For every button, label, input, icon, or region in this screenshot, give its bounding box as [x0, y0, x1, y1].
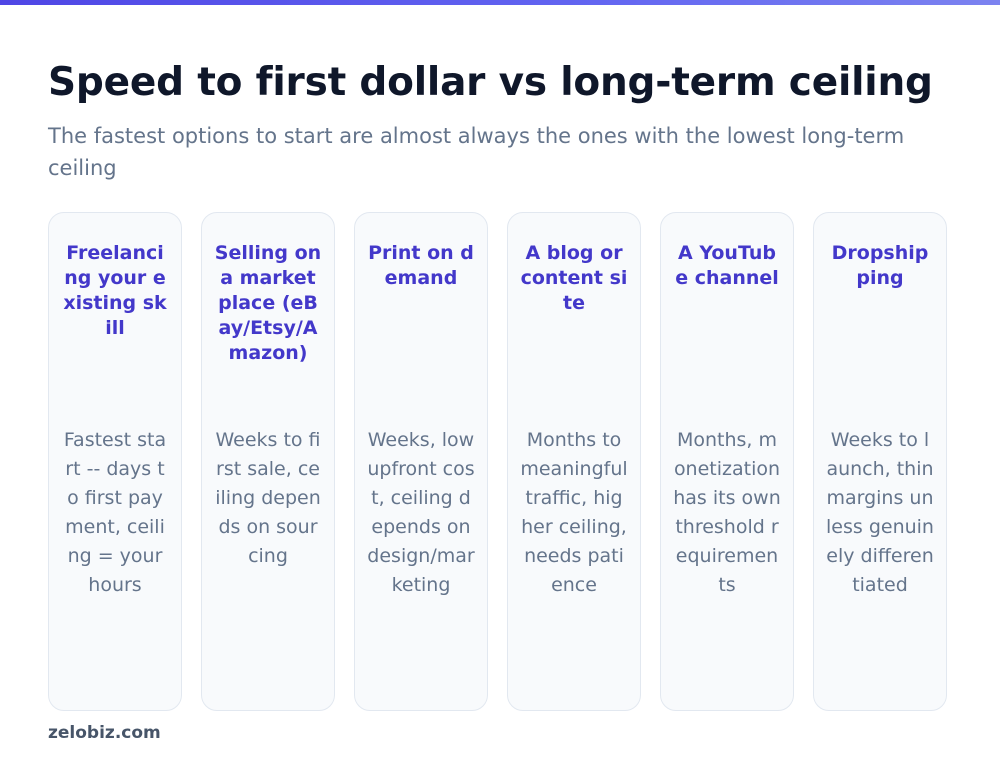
- card-title: Print on demand: [368, 242, 474, 289]
- card-description: Weeks, low upfront cost, ceiling depends…: [367, 429, 475, 596]
- card-blog: A blog or content site Months to meaning…: [507, 212, 641, 711]
- card-freelancing: Freelancing your existing skill Fastest …: [48, 212, 182, 711]
- page-subtitle: The fastest options to start are almost …: [48, 124, 905, 180]
- card-title: Dropshipping: [831, 242, 929, 289]
- card-description: Weeks to first sale, ceiling depends on …: [215, 429, 321, 567]
- card-description: Fastest start -- days to first payment, …: [63, 429, 167, 596]
- card-print-on-demand: Print on demand Weeks, low upfront cost,…: [354, 212, 488, 711]
- card-description: Weeks to launch, thin margins unless gen…: [826, 429, 934, 596]
- card-dropshipping: Dropshipping Weeks to launch, thin margi…: [813, 212, 947, 711]
- card-title: Freelancing your existing skill: [63, 242, 167, 339]
- accent-bar: [0, 0, 1000, 5]
- card-title: Selling on a marketplace (eBay/Etsy/Amaz…: [214, 242, 322, 364]
- page-title: Speed to first dollar vs long-term ceili…: [48, 60, 933, 105]
- comparison-cards: Freelancing your existing skill Fastest …: [48, 212, 949, 713]
- card-youtube: A YouTube channel Months, monetization h…: [660, 212, 794, 711]
- card-description: Months, monetization has its own thresho…: [673, 429, 781, 596]
- card-title: A blog or content site: [520, 242, 628, 314]
- card-title: A YouTube channel: [675, 242, 779, 289]
- footer-brand: zelobiz.com: [48, 723, 161, 743]
- card-marketplace: Selling on a marketplace (eBay/Etsy/Amaz…: [201, 212, 335, 711]
- card-description: Months to meaningful traffic, higher cei…: [520, 429, 628, 596]
